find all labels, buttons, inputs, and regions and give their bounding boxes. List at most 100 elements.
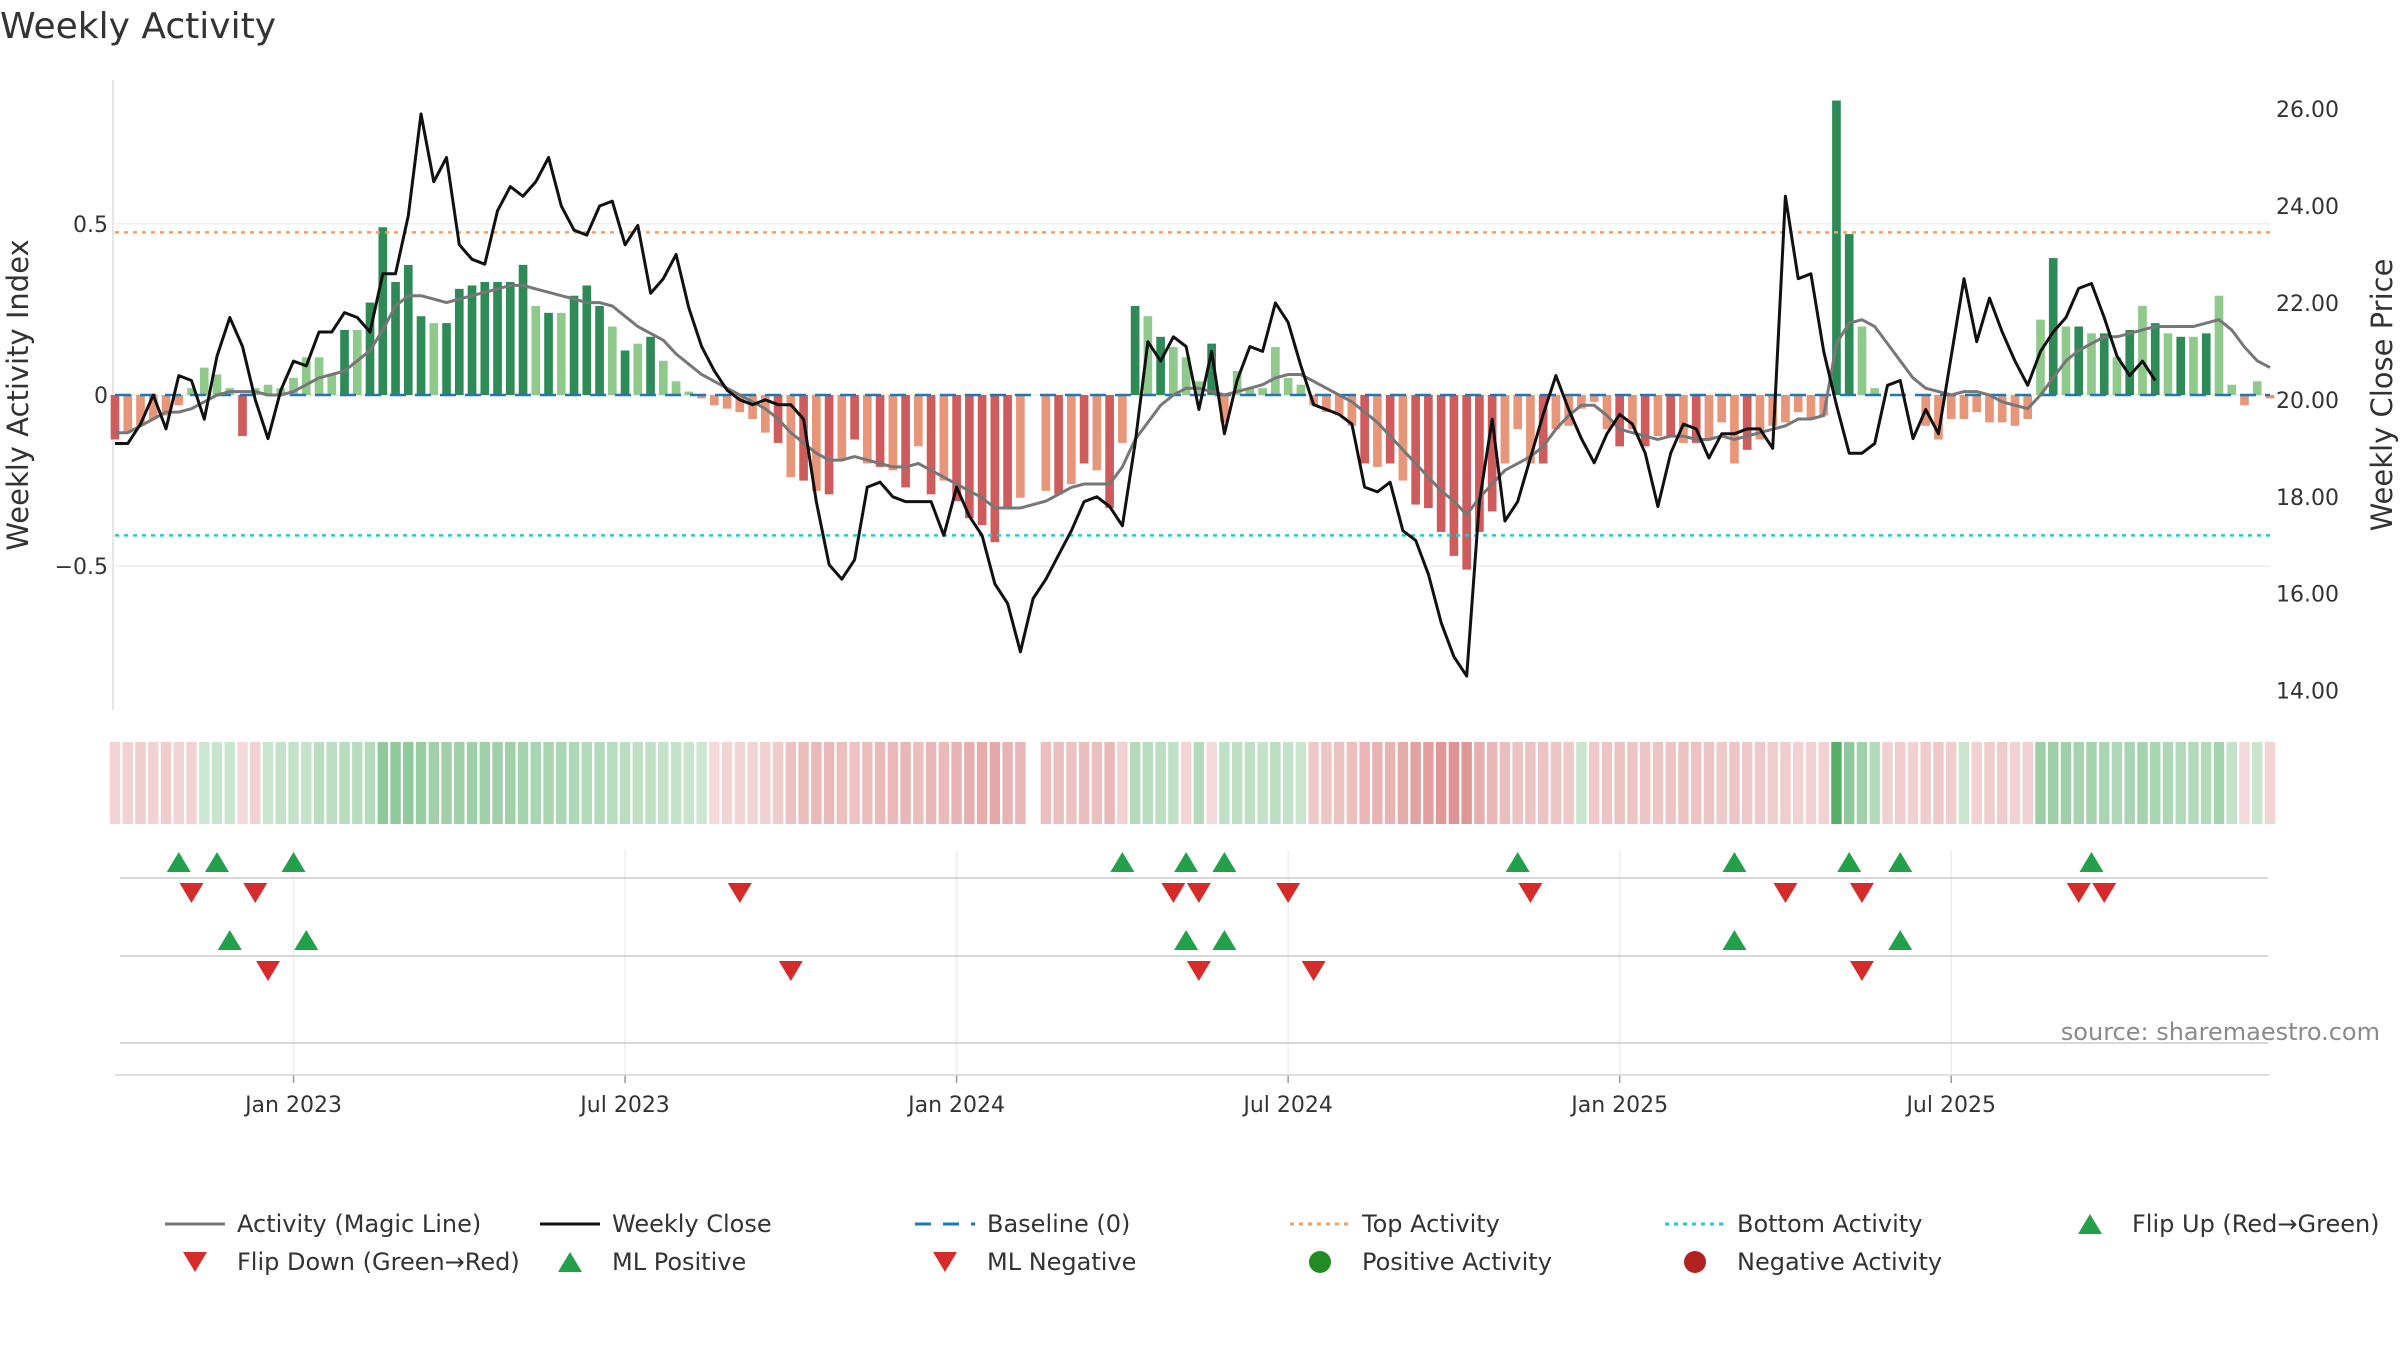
strip-cell: [1996, 742, 2008, 824]
strip-cell: [160, 742, 172, 824]
legend-label: ML Positive: [612, 1248, 746, 1276]
strip-cell: [874, 742, 886, 824]
flip-up-marker: [1212, 852, 1237, 872]
activity-bar: [837, 395, 847, 461]
strip-cell: [2047, 742, 2059, 824]
strip-cell: [1716, 742, 1727, 824]
activity-bar: [1959, 395, 1969, 419]
activity-bar: [1857, 326, 1867, 395]
strip-cell: [326, 742, 338, 824]
flip-up-marker: [1505, 852, 1530, 872]
strip-cell: [581, 742, 593, 824]
strip-cell: [1168, 742, 1179, 824]
strip-cell: [1270, 742, 1281, 824]
strip-cell: [1129, 742, 1141, 824]
strip-cell: [186, 742, 197, 824]
legend-label: Negative Activity: [1737, 1248, 1942, 1276]
activity-bar: [569, 295, 579, 395]
strip-cell: [2226, 742, 2237, 824]
flip-up-marker: [1722, 852, 1747, 872]
activity-bar: [2176, 336, 2186, 395]
grid-layer: [112, 80, 2270, 1075]
strip-cell: [2022, 742, 2033, 824]
activity-bar: [1258, 388, 1267, 395]
activity-bar: [467, 285, 477, 395]
flip-down-marker: [1773, 883, 1798, 903]
activity-bar: [850, 395, 859, 440]
strip-cell: [441, 742, 452, 824]
strip-cell: [594, 742, 605, 824]
activity-bar: [1373, 395, 1382, 467]
strip-cell: [1588, 742, 1600, 824]
flip-down-marker: [2092, 883, 2117, 903]
flip-down-marker: [243, 883, 268, 903]
activity-bar: [416, 316, 426, 395]
activity-bar: [493, 282, 502, 395]
strip-cell: [2239, 742, 2250, 824]
legend-key: Baseline (0): [915, 1210, 1130, 1238]
activity-bar: [2074, 326, 2084, 395]
x-tick-label: Jul 2023: [578, 1093, 670, 1118]
flip-up-marker: [1110, 852, 1135, 872]
activity-bar: [2214, 295, 2224, 395]
strip-cell: [683, 742, 695, 824]
strip-cell: [288, 742, 299, 824]
activity-bar: [1500, 395, 1510, 464]
activity-bar: [1742, 395, 1752, 450]
strip-cell: [1703, 742, 1715, 824]
activity-bar: [327, 374, 337, 395]
activity-bar: [314, 357, 324, 395]
strip-cell: [938, 742, 950, 824]
strip-cell: [505, 742, 516, 824]
activity-bar: [2163, 333, 2173, 395]
strip-cell: [964, 742, 975, 824]
activity-bar: [403, 264, 413, 395]
strip-cell: [1933, 742, 1944, 824]
ml-negative-marker: [1186, 961, 1211, 981]
activity-bar: [582, 285, 592, 395]
strip-cell: [415, 742, 427, 824]
right-tick-label: 16.00: [2276, 583, 2339, 608]
strip-cell: [696, 742, 707, 824]
activity-bar: [1946, 395, 1956, 419]
activity-bar: [2138, 305, 2147, 395]
activity-bar: [1143, 316, 1153, 395]
activity-bar: [735, 395, 745, 413]
activity-bar: [1347, 395, 1357, 426]
activity-bar: [2048, 258, 2058, 395]
activity-bar: [1513, 395, 1522, 430]
activity-bar: [1755, 395, 1765, 440]
strip-cell: [709, 742, 720, 824]
strip-cell: [1907, 742, 1919, 824]
strip-cell: [658, 742, 669, 824]
activity-bar: [748, 395, 757, 419]
legend-circle-swatch: [1684, 1251, 1706, 1273]
strip-cell: [1690, 742, 1702, 824]
strip-cell: [1882, 742, 1893, 824]
flip-down-marker: [1276, 883, 1301, 903]
activity-bar: [1398, 395, 1408, 481]
strip-cell: [1856, 742, 1868, 824]
activity-bar: [914, 395, 923, 447]
activity-bar: [1589, 395, 1599, 402]
strip-cell: [798, 742, 809, 824]
strip-cell: [1078, 742, 1090, 824]
strip-cell: [352, 742, 363, 824]
strip-cell: [1499, 742, 1511, 824]
strip-cell: [1576, 742, 1587, 824]
legend-key: Flip Down (Green→Red): [183, 1248, 520, 1276]
legend-down-triangle: [183, 1252, 207, 1272]
strip-cell: [1321, 742, 1332, 824]
left-tick-label: 0: [94, 384, 108, 409]
x-tick-label: Jan 2025: [1569, 1093, 1668, 1118]
strip-cell: [250, 742, 261, 824]
strip-cell: [1563, 742, 1574, 824]
strip-cell: [237, 742, 248, 824]
strip-cell: [2162, 742, 2174, 824]
strip-cell: [1627, 742, 1638, 824]
activity-bar: [1934, 395, 1943, 440]
activity-bar: [391, 282, 400, 395]
activity-bar: [722, 395, 732, 409]
legend-down-triangle: [933, 1252, 957, 1272]
activity-bar: [148, 395, 158, 419]
